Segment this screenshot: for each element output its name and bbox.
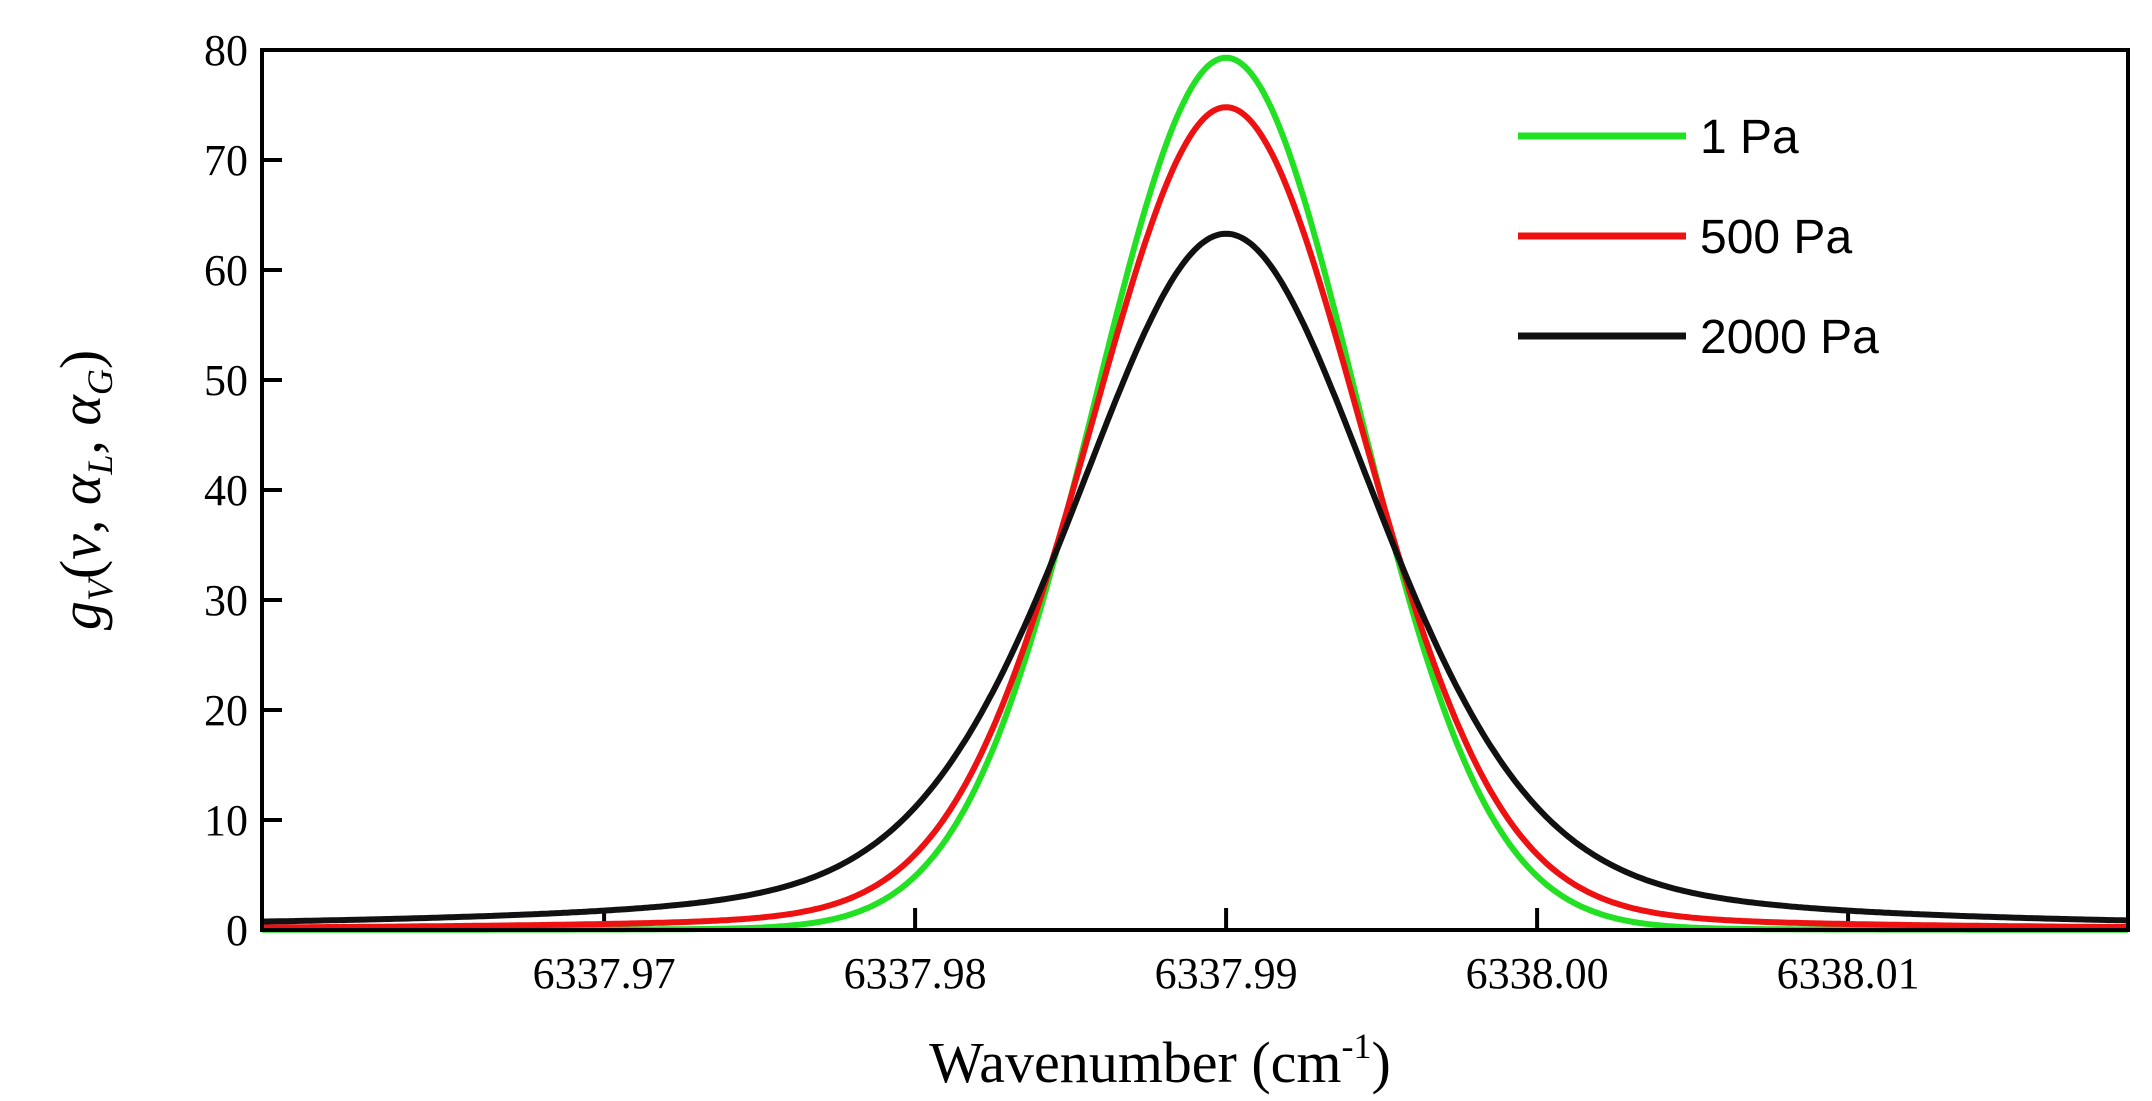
plot-area	[262, 50, 2128, 930]
y-axis-title-alpha1-sub: L	[80, 455, 120, 476]
x-tick-label: 6338.01	[1777, 949, 1920, 998]
y-axis-title-alpha2-sub: G	[80, 369, 120, 395]
y-tick-label: 30	[204, 576, 248, 625]
x-axis-title-close: )	[1372, 1030, 1391, 1095]
y-tick-label: 60	[204, 246, 248, 295]
legend-label-2: 2000 Pa	[1700, 311, 1879, 364]
plot-frame	[260, 48, 2130, 932]
y-axis-title-comma1: ,	[48, 505, 113, 534]
y-axis-title-g-sub: V	[80, 575, 120, 601]
y-tick-label: 80	[204, 26, 248, 75]
x-tick-label: 6337.99	[1155, 949, 1298, 998]
y-tick-label: 40	[204, 466, 248, 515]
y-axis-title: gV(v, αL, αG)	[48, 350, 120, 630]
legend: 1 Pa 500 Pa 2000 Pa	[1518, 111, 1879, 364]
x-tick-label: 6337.97	[533, 949, 676, 998]
x-tick-label: 6337.98	[844, 949, 987, 998]
y-axis-ticks: 0 10 20 30 40 50 60 70 80	[204, 26, 282, 955]
x-tick-label: 6338.00	[1466, 949, 1609, 998]
y-axis-title-close: )	[48, 350, 113, 369]
y-tick-label: 10	[204, 796, 248, 845]
y-axis-title-comma2: ,	[48, 426, 113, 455]
y-tick-label: 50	[204, 356, 248, 405]
y-tick-label: 70	[204, 136, 248, 185]
y-tick-label: 0	[226, 906, 248, 955]
legend-label-0: 1 Pa	[1700, 111, 1799, 164]
y-tick-label: 20	[204, 686, 248, 735]
y-axis-title-open: (	[48, 560, 113, 579]
x-axis-title: Wavenumber (cm-1)	[929, 1026, 1391, 1095]
y-axis-title-alpha2: α	[48, 394, 113, 426]
series-line-2	[261, 230, 2128, 925]
x-axis-ticks: 6337.97 6337.98 6337.99 6338.00 6338.01	[533, 908, 1920, 998]
series-line-1	[262, 104, 2129, 931]
y-axis-title-nu: v	[48, 534, 113, 560]
x-axis-title-superscript: -1	[1342, 1026, 1372, 1066]
y-axis-title-alpha1: α	[48, 473, 113, 505]
legend-label-1: 500 Pa	[1700, 211, 1852, 264]
